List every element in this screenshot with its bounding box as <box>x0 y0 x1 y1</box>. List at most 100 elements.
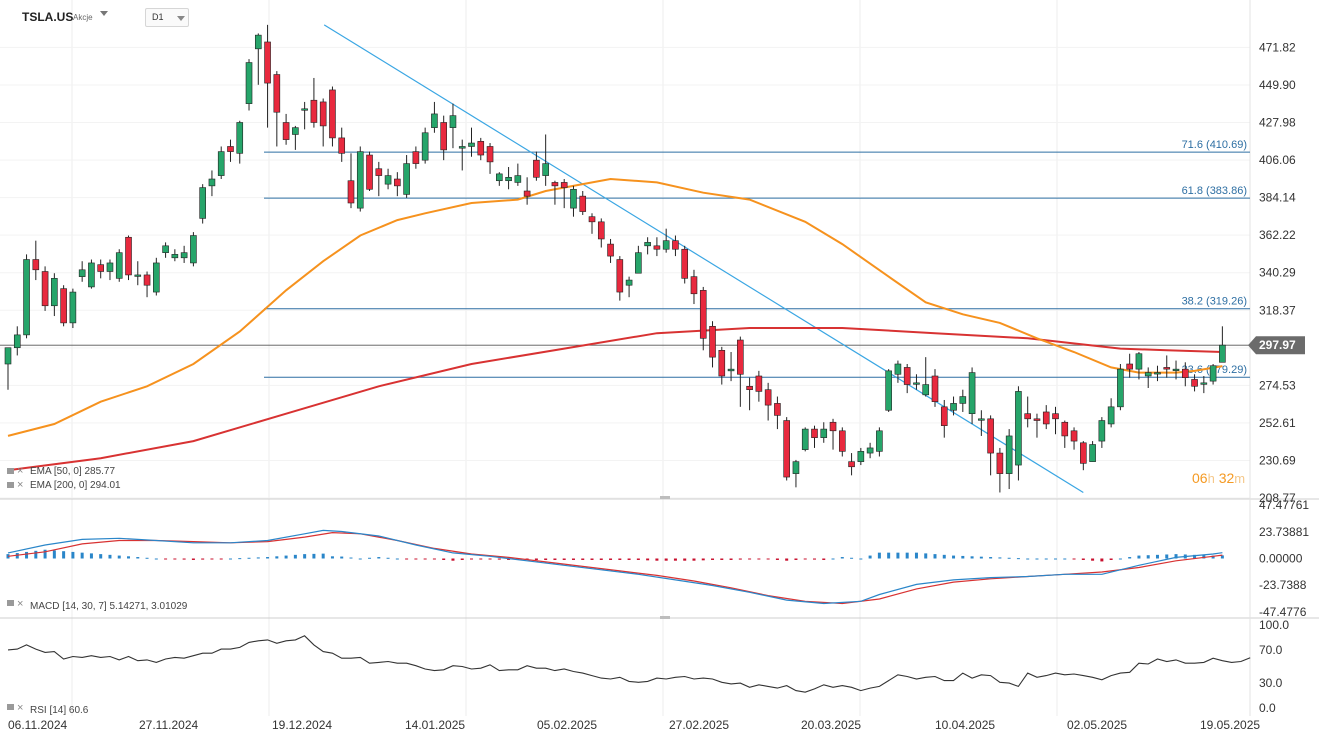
indicator-settings-icon[interactable] <box>7 600 14 606</box>
date-tick-label: 27.02.2025 <box>669 718 729 732</box>
macd-histogram-bar <box>896 552 900 559</box>
macd-histogram-bar <box>293 554 297 559</box>
macd-histogram-bar <box>646 558 650 561</box>
macd-histogram-bar <box>358 558 362 560</box>
candle-body <box>264 41 271 84</box>
date-tick-label: 02.05.2025 <box>1067 718 1127 732</box>
candle-body <box>310 99 318 123</box>
candle-body <box>913 382 920 385</box>
candle-body <box>838 430 846 452</box>
macd-histogram-bar <box>1007 557 1011 559</box>
macd-histogram-bar <box>442 558 446 560</box>
candle-body <box>903 367 911 385</box>
panel-resize-handle[interactable] <box>660 616 670 619</box>
candle-body <box>774 403 781 416</box>
macd-histogram-bar <box>822 558 826 560</box>
date-tick-label: 20.03.2025 <box>801 718 861 732</box>
candle-body <box>384 175 392 185</box>
rsi-tick-label: 100.0 <box>1259 618 1289 632</box>
macd-histogram-bar <box>942 554 946 559</box>
rsi-tick-label: 0.0 <box>1259 701 1276 715</box>
macd-histogram-bar <box>349 557 353 559</box>
candle-body <box>718 349 726 377</box>
candle-body <box>1135 353 1143 370</box>
macd-line <box>7 529 1223 605</box>
macd-histogram-bar <box>636 558 640 560</box>
timeframe-select[interactable]: D1 <box>145 8 189 27</box>
candle-body <box>681 248 689 279</box>
rsi-tick-label: 70.0 <box>1259 643 1283 657</box>
candle-body <box>366 154 373 190</box>
candle-body <box>1209 365 1217 382</box>
macd-histogram-bar <box>52 550 56 559</box>
macd-histogram-bar <box>1146 555 1150 559</box>
candle-body <box>227 146 234 152</box>
candle-body <box>940 406 948 426</box>
candle-body <box>560 182 568 188</box>
candle-body <box>1200 382 1208 385</box>
candle-body <box>950 403 957 411</box>
candle-body <box>162 245 169 253</box>
macd-histogram-bar <box>432 558 436 560</box>
macd-histogram-bar <box>877 552 881 559</box>
candle-body <box>431 113 438 128</box>
fibonacci-levels: 71.6 (410.69)61.8 (383.86)38.2 (319.26)2… <box>264 139 1250 378</box>
indicator-settings-icon[interactable] <box>7 482 14 488</box>
candle-body <box>755 375 763 392</box>
indicator-settings-icon[interactable] <box>7 468 14 474</box>
macd-histogram-bar <box>701 558 705 561</box>
indicator-close-icon: × <box>17 702 23 714</box>
macd-histogram-bar <box>182 558 186 560</box>
symbol-chevron-down-icon[interactable] <box>100 11 108 16</box>
macd-histogram-bar <box>1220 555 1224 559</box>
fib-level-label: 71.6 (410.69) <box>1182 139 1247 151</box>
candle-body <box>23 259 30 336</box>
candle-body <box>153 262 160 293</box>
macd-histogram-bar <box>1211 555 1215 559</box>
macd-histogram-bar <box>423 558 427 560</box>
indicator-settings-icon[interactable] <box>7 704 14 710</box>
fib-level-label: 38.2 (319.26) <box>1182 296 1247 308</box>
candle-body <box>338 137 346 154</box>
macd-histogram-bar <box>924 553 928 559</box>
candle-body <box>468 142 475 147</box>
candle-body <box>208 178 216 187</box>
date-tick-label: 19.12.2024 <box>272 718 332 732</box>
date-tick-label: 06.11.2024 <box>8 718 67 732</box>
macd-histogram-bar <box>414 558 418 560</box>
candle-body <box>801 428 809 450</box>
macd-histogram-bar <box>266 557 270 559</box>
macd-histogram-bar <box>757 558 761 560</box>
macd-histogram-bar <box>43 549 47 559</box>
macd-histogram-bar <box>952 555 956 559</box>
macd-histogram-bar <box>664 558 668 561</box>
indicator-close-icon: × <box>17 598 23 610</box>
candle-body <box>737 339 744 375</box>
macd-histogram-bar <box>275 556 279 559</box>
candle-body <box>672 240 679 250</box>
candle-body <box>551 182 559 187</box>
macd-histogram-bar <box>386 557 390 559</box>
candle-body <box>653 245 661 250</box>
candle-body <box>922 384 930 396</box>
candle-body <box>329 89 336 139</box>
symbol-name[interactable]: TSLA.US <box>22 10 74 24</box>
macd-histogram-bar <box>812 558 816 560</box>
macd-histogram-bar <box>377 557 381 559</box>
macd-tick-label: 47.47761 <box>1259 498 1309 512</box>
macd-histogram-bar <box>1044 558 1048 560</box>
panel-resize-handle[interactable] <box>660 496 670 499</box>
price-tick-label: 362.22 <box>1259 228 1296 242</box>
candle-body <box>783 420 790 478</box>
price-tick-label: 274.53 <box>1259 378 1296 392</box>
price-tick-label: 252.61 <box>1259 416 1296 430</box>
macd-histogram-bar <box>599 558 603 560</box>
candle-body <box>1172 368 1180 371</box>
macd-histogram-bar <box>831 558 835 560</box>
macd-histogram-bar <box>247 557 251 559</box>
candle-body <box>625 279 633 286</box>
trend-line[interactable] <box>323 24 1084 493</box>
macd-histogram-bar <box>609 558 613 560</box>
macd-histogram-bar <box>627 558 631 560</box>
candle-body <box>97 264 104 272</box>
